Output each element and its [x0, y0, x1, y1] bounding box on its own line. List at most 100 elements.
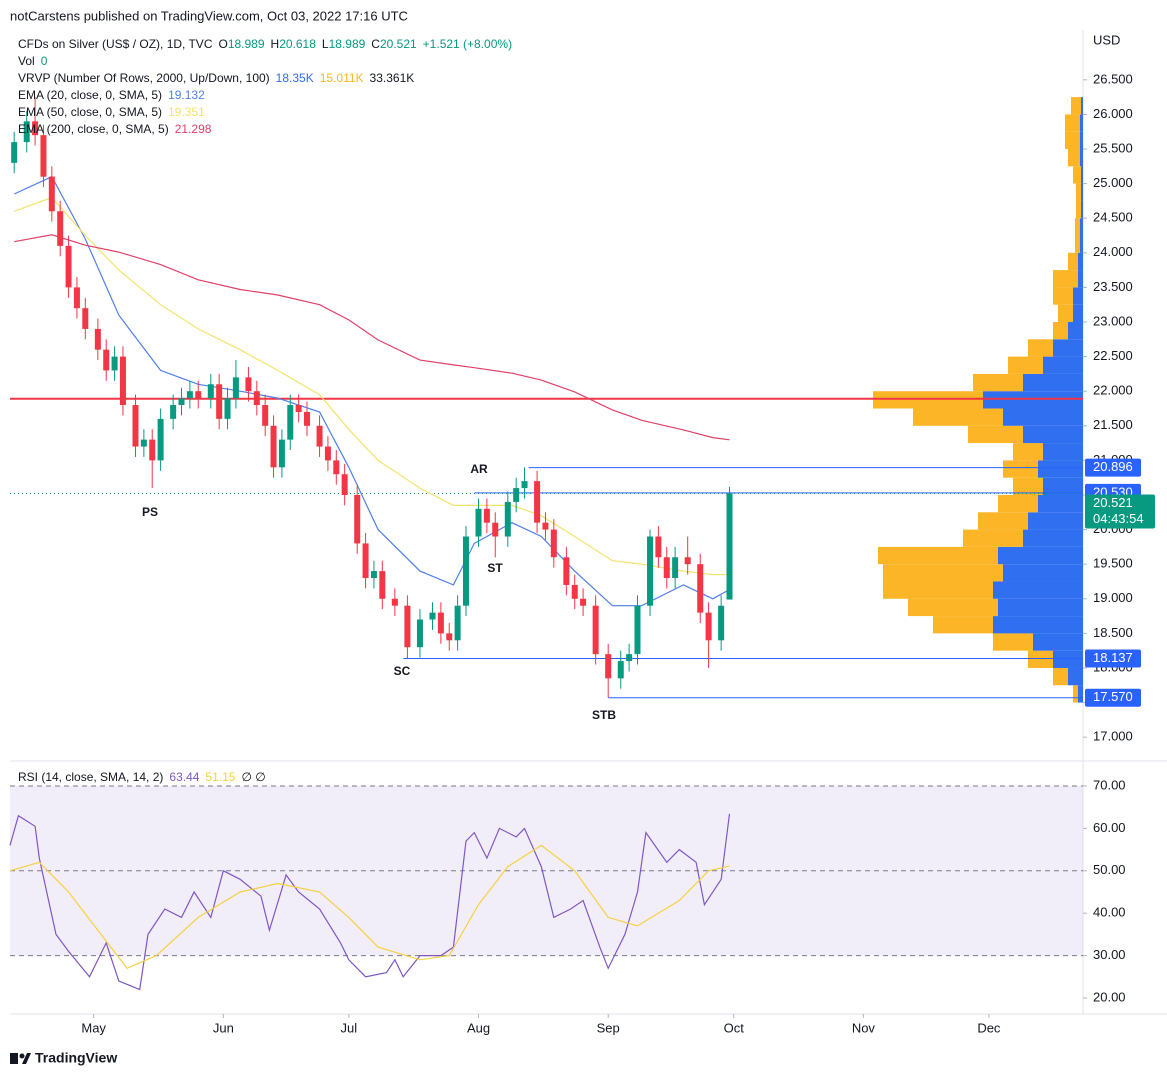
candle-body	[216, 384, 223, 419]
candle-body	[563, 557, 570, 585]
y-tick-label: 19.500	[1093, 556, 1133, 571]
legend-item: 20.618	[279, 37, 316, 51]
y-tick-label: 23.500	[1093, 279, 1133, 294]
legend-item: C	[371, 37, 380, 51]
y-tick-label: 25.000	[1093, 175, 1133, 190]
x-tick-label: Sep	[597, 1020, 620, 1035]
candle-body	[57, 211, 64, 246]
candle-body	[48, 176, 55, 212]
profile-down	[1058, 304, 1073, 322]
profile-down	[1073, 166, 1081, 184]
x-tick-label: Dec	[977, 1020, 1001, 1035]
profile-down	[1013, 443, 1043, 461]
profile-down	[1003, 460, 1038, 478]
profile-down	[968, 425, 1023, 444]
profile-up	[1038, 494, 1083, 513]
candle-body	[94, 328, 101, 350]
candle-body	[655, 536, 662, 558]
candle-body	[672, 557, 679, 579]
y-tick-label: 24.000	[1093, 244, 1133, 259]
profile-up	[1003, 408, 1083, 426]
price-label-box	[1085, 458, 1141, 477]
legend-item: 18.989	[329, 37, 366, 51]
y-tick-label: 22.000	[1093, 383, 1133, 398]
profile-up	[1033, 633, 1083, 651]
profile-up	[1053, 339, 1083, 357]
y-tick-label: 19.000	[1093, 590, 1133, 605]
y-tick-label: 26.500	[1093, 71, 1133, 86]
profile-up	[1080, 114, 1083, 132]
profile-down	[1075, 235, 1080, 253]
candle-body	[354, 494, 361, 544]
profile-up	[1023, 425, 1083, 444]
price-label: 20.896	[1093, 459, 1133, 474]
candle-body	[73, 287, 80, 309]
legend-item: 21.298	[175, 122, 212, 136]
legend-item: 20.521	[380, 37, 417, 51]
last-price: 20.521	[1093, 495, 1133, 510]
candle-body	[287, 405, 294, 440]
profile-down	[1008, 356, 1043, 374]
candle-body	[634, 605, 641, 655]
candle-body	[534, 481, 541, 523]
candle-body	[316, 425, 323, 447]
logo-part	[10, 1053, 18, 1064]
profile-up	[1081, 97, 1083, 115]
candle-body	[232, 377, 239, 399]
profile-down	[1068, 252, 1078, 271]
profile-down	[978, 512, 1028, 530]
profile-up	[998, 546, 1083, 565]
legend-item: +1.521 (+8.00%)	[423, 37, 512, 51]
candle-body	[224, 398, 231, 419]
legend-item: 0	[41, 54, 48, 68]
candle-body	[391, 598, 398, 606]
price-label-box	[1085, 649, 1141, 668]
legend-row: CFDs on Silver (US$ / OZ), 1D, TVC O18.98…	[18, 37, 512, 51]
profile-up	[1080, 218, 1083, 236]
profile-up	[1023, 373, 1083, 392]
candle-body	[705, 612, 712, 641]
profile-up	[1078, 685, 1083, 703]
profile-up	[1068, 667, 1083, 686]
profile-down	[1071, 97, 1081, 115]
candle-body	[341, 474, 348, 495]
footer: TradingView	[35, 1050, 117, 1066]
tv-logo	[10, 1053, 31, 1064]
profile-up	[1043, 477, 1083, 495]
profile-down	[963, 529, 1023, 547]
candle-body	[119, 356, 126, 406]
candle-body	[605, 654, 612, 679]
profile-down	[1068, 149, 1080, 167]
profile-up	[1078, 252, 1083, 271]
legend-row: Vol 0	[18, 54, 48, 68]
annotation: SC	[394, 664, 411, 678]
candle-body	[362, 543, 369, 579]
profile-down	[883, 581, 993, 599]
candle-body	[446, 633, 453, 641]
price-label: 18.137	[1093, 650, 1133, 665]
candle-body	[370, 571, 377, 579]
candle-body	[170, 405, 177, 419]
y-tick-label: 70.00	[1093, 777, 1126, 792]
last-price-box	[1085, 494, 1155, 529]
profile-down	[883, 564, 1003, 582]
profile-down	[1028, 650, 1053, 668]
y-tick-label: 26.000	[1093, 106, 1133, 121]
x-tick-label: Aug	[467, 1020, 490, 1035]
candle-body	[429, 612, 436, 620]
legend-item: 19.132	[168, 88, 205, 102]
candle-body	[270, 425, 277, 468]
countdown: 04:43:54	[1093, 511, 1144, 526]
ema-line	[13, 175, 730, 607]
y-axis-label: USD	[1093, 32, 1120, 47]
profile-down	[973, 373, 1023, 392]
x-tick-label: Oct	[724, 1020, 745, 1035]
candle-body	[11, 142, 18, 163]
legend-item: EMA (50, close, 0, SMA, 5)	[18, 105, 162, 119]
legend-item: L	[322, 37, 329, 51]
profile-down	[1075, 218, 1080, 236]
profile-up	[1081, 183, 1083, 201]
candle-body	[483, 508, 490, 523]
profile-up	[1080, 149, 1083, 167]
candle-body	[278, 439, 285, 468]
